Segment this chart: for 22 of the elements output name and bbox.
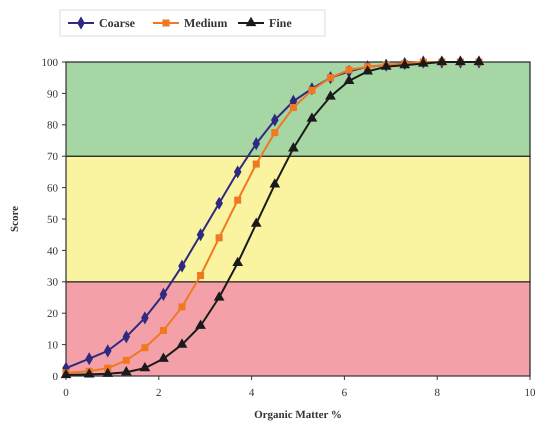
y-tick-label: 40 <box>47 245 58 258</box>
y-tick-label: 70 <box>47 151 58 164</box>
y-tick-label: 90 <box>47 88 58 100</box>
y-tick-label: 10 <box>47 339 58 352</box>
y-tick-label: 0 <box>52 370 58 383</box>
y-tick-label: 50 <box>47 214 58 226</box>
y-axis-title: Score <box>9 206 21 232</box>
legend-label: Medium <box>184 16 228 30</box>
x-tick-label: 4 <box>248 387 255 399</box>
legend-label: Fine <box>269 16 292 30</box>
y-tick-label: 20 <box>47 308 58 320</box>
x-tick-label: 8 <box>434 387 440 399</box>
x-axis-title: Organic Matter % <box>254 409 342 421</box>
y-tick-label: 30 <box>47 276 58 289</box>
y-tick-label: 100 <box>42 56 58 69</box>
x-tick-label: 0 <box>63 387 70 399</box>
x-tick-label: 6 <box>342 387 348 399</box>
y-tick-label: 60 <box>47 182 58 194</box>
x-tick-label: 2 <box>156 387 162 399</box>
legend-label: Coarse <box>99 16 136 30</box>
x-tick-label: 10 <box>524 387 536 399</box>
y-tick-label: 80 <box>47 120 58 132</box>
